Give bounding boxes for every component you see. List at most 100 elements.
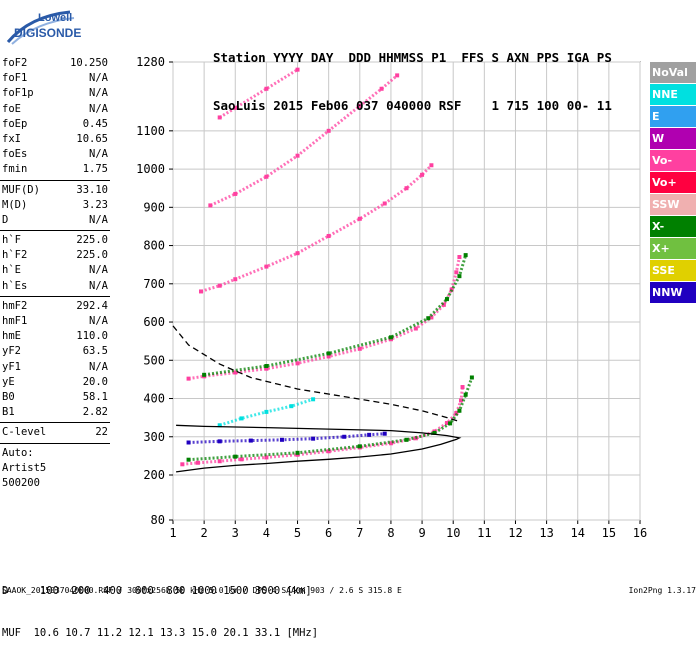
param-row: foEp 0.45	[0, 117, 110, 132]
param-row: foF2 10.250	[0, 56, 110, 71]
echo-trace	[188, 432, 385, 444]
echo-point	[388, 335, 393, 340]
param-value: 225.0	[76, 249, 108, 262]
param-name: foEs	[2, 148, 28, 161]
echo-point	[295, 361, 300, 366]
echo-point	[454, 411, 459, 416]
x-tick-label: 4	[263, 526, 270, 540]
x-tick-label: 14	[571, 526, 585, 540]
param-row: fmin 1.75	[0, 162, 110, 177]
param-value: 10.250	[70, 57, 108, 69]
x-tick-label: 6	[325, 526, 332, 540]
echo-point	[233, 370, 238, 375]
echo-point	[186, 457, 191, 462]
echo-point	[311, 397, 316, 402]
param-row: B0 58.1	[0, 390, 110, 405]
echo-point	[404, 186, 409, 191]
param-row: yE 20.0	[0, 375, 110, 390]
echo-point	[432, 430, 437, 435]
param-name: C-level	[2, 426, 47, 439]
echo-point	[233, 105, 238, 110]
plot-frame	[172, 61, 641, 521]
echo-point	[463, 253, 468, 258]
echo-point	[295, 251, 300, 256]
logo-swoosh-icon	[6, 10, 75, 45]
polarization-legend: NoVal NNE E W Vo- Vo+ SSW X- X+ SSE NNW	[650, 62, 696, 304]
echo-point	[357, 216, 362, 221]
file-info-footer: SAAOK_2015037040000.RSF / 300fx256h 50 k…	[2, 586, 402, 595]
param-value: 22	[95, 426, 108, 439]
echo-point	[264, 174, 269, 179]
legend-item: Vo-	[650, 150, 696, 171]
param-row: B1 2.82	[0, 405, 110, 420]
y-tick-label: 700	[143, 277, 165, 291]
echo-point	[208, 203, 213, 208]
param-name: yF1	[2, 360, 21, 373]
echo-point	[441, 302, 446, 307]
echo-point	[289, 404, 294, 409]
param-name: h`E	[2, 264, 21, 277]
y-tick-label: 80	[151, 513, 165, 527]
y-tick-label: 1100	[136, 124, 165, 138]
echo-point	[449, 287, 454, 292]
x-tick-label: 12	[508, 526, 522, 540]
x-tick-label: 13	[539, 526, 553, 540]
param-value: 63.5	[82, 345, 108, 358]
profile-extrapolation-line	[172, 325, 460, 423]
echo-point	[448, 421, 453, 426]
station-header: Station YYYY DAY DDD HHMMSS P1 FFS S AXN…	[213, 18, 612, 130]
x-tick-label: 7	[356, 526, 363, 540]
echo-point	[264, 264, 269, 269]
echo-point	[326, 233, 331, 238]
param-value: N/A	[89, 279, 108, 292]
echo-point	[469, 375, 474, 380]
param-value: N/A	[89, 148, 108, 161]
param-row: yF1 N/A	[0, 360, 110, 375]
echo-point	[217, 115, 222, 120]
legend-item: Vo+	[650, 172, 696, 193]
x-tick-label: 3	[232, 526, 239, 540]
echo-point	[357, 444, 362, 449]
y-tick-label: 300	[143, 430, 165, 444]
echo-point	[264, 364, 269, 369]
param-name: B0	[2, 390, 15, 403]
param-row: h`F 225.0	[0, 233, 110, 248]
param-row: h`F2 225.0	[0, 248, 110, 263]
muf-frequency-row: MUF 10.6 10.7 11.2 12.1 13.3 15.0 20.1 3…	[2, 627, 319, 639]
ionogram-chart: 1 2 3 4 5 6 7 8 9 10 11 12 13 14 15 1680200300400500600…	[136, 55, 647, 540]
echo-trace	[182, 386, 464, 466]
param-name: D	[2, 213, 9, 226]
legend-item: W	[650, 128, 696, 149]
param-name: foF1p	[2, 87, 34, 100]
param-value: N/A	[89, 102, 108, 115]
y-tick-label: 400	[143, 392, 165, 406]
param-value: N/A	[89, 360, 108, 373]
echo-trace	[188, 376, 474, 462]
param-row: fxI 10.65	[0, 132, 110, 147]
header-labels: Station YYYY DAY DDD HHMMSS P1 FFS S AXN…	[213, 50, 612, 65]
param-value: 110.0	[76, 330, 108, 343]
x-tick-label: 15	[602, 526, 616, 540]
param-separator	[0, 442, 110, 444]
param-separator	[0, 230, 110, 232]
param-name: hmF2	[2, 299, 28, 312]
echo-trace	[188, 256, 461, 381]
echo-point	[326, 351, 331, 356]
param-row: D N/A	[0, 213, 110, 228]
param-name: fmin	[2, 163, 28, 176]
echo-point	[264, 366, 269, 371]
param-value: 10.65	[76, 132, 108, 145]
logo-line1: Lowell	[38, 12, 73, 24]
legend-item: NoVal	[650, 62, 696, 83]
echo-trace	[218, 68, 299, 119]
legend-item: SSE	[650, 260, 696, 281]
echo-point	[239, 457, 244, 462]
echo-point	[460, 385, 465, 390]
x-tick-label: 2	[201, 526, 208, 540]
legend-item: SSW	[650, 194, 696, 215]
param-row: foE N/A	[0, 102, 110, 117]
y-tick-label: 600	[143, 315, 165, 329]
param-value: 225.0	[76, 234, 108, 247]
param-row: foF1p N/A	[0, 86, 110, 101]
legend-item: X+	[650, 238, 696, 259]
